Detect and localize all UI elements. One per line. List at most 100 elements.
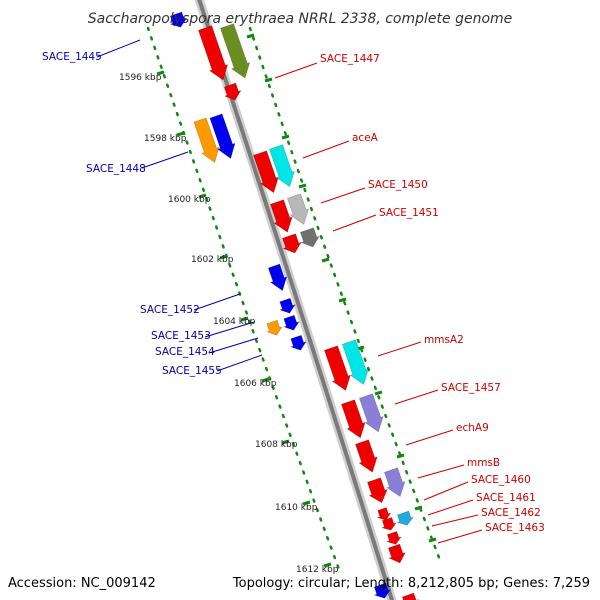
scale-tick-label: 1606 kbp [234,379,277,389]
scale-tick-label: 1596 kbp [119,73,162,83]
forward-ruler-tick [428,537,437,543]
cds-arrow[interactable] [367,477,388,504]
reverse-label-leader [141,151,189,169]
forward-ruler [248,26,442,562]
gene-label-forward[interactable]: mmsB [467,457,500,469]
forward-ruler-tick [321,257,330,263]
genome-backbone-core [197,0,394,600]
forward-label-leader [274,62,318,79]
reverse-label-leader [216,354,263,372]
gene-arrow[interactable] [396,510,415,526]
gene-arrow[interactable] [373,582,392,599]
gene-label-reverse[interactable]: SACE_1453 [151,330,211,342]
reverse-label-leader [208,337,259,354]
scale-tick [281,439,290,445]
forward-label-leader [405,429,454,446]
gene-arrow[interactable] [267,263,288,292]
scale-tick [219,254,228,260]
forward-label-leader [423,481,469,501]
cds-arrow[interactable] [386,531,402,545]
cds-arrow[interactable] [169,11,188,28]
scale-tick-label: 1602 kbp [191,255,234,265]
cds-arrow[interactable] [355,439,378,473]
gene-label-forward[interactable]: mmsA2 [424,334,464,346]
forward-label-leader [302,140,350,159]
gene-arrow[interactable] [279,297,296,314]
cds-arrow[interactable] [381,517,397,531]
forward-label-leader [320,187,366,204]
scale-tick [240,316,249,322]
forward-ruler-tick [338,297,347,303]
reverse-label-leader [96,39,141,58]
cds-arrow[interactable] [198,25,229,81]
gene-label-forward[interactable]: SACE_1463 [485,522,545,534]
gene-label-forward[interactable]: SACE_1451 [379,207,439,219]
gene-label-forward[interactable]: SACE_1462 [481,507,541,519]
forward-ruler-tick [264,77,273,83]
cds-arrow[interactable] [401,592,420,600]
gene-label-reverse[interactable]: SACE_1454 [155,346,215,358]
gene-arrow[interactable] [287,193,309,225]
forward-label-leader [417,464,465,479]
scale-tick [261,377,270,383]
gene-arrow[interactable] [269,144,295,188]
forward-ruler-tick [414,505,423,511]
reverse-label-leader [204,321,255,338]
forward-label-leader [437,529,483,544]
scale-tick-label: 1610 kbp [275,503,318,513]
gene-label-forward[interactable]: SACE_1457 [441,382,501,394]
forward-ruler-tick [281,134,290,140]
cds-arrow[interactable] [270,199,293,233]
gene-label-forward[interactable]: echA9 [456,422,489,434]
forward-label-leader [427,499,474,516]
genome-summary-text: Topology: circular; Length: 8,212,805 bp… [232,576,590,591]
scale-ruler [146,26,342,574]
gene-label-forward[interactable]: SACE_1450 [368,179,428,191]
forward-label-leader [394,389,439,405]
gene-label-reverse[interactable]: SACE_1455 [162,365,222,377]
scale-tick [156,70,165,76]
gene-label-forward[interactable]: SACE_1447 [320,53,380,65]
gene-arrow[interactable] [220,23,251,79]
rrna-arrow[interactable] [193,117,220,163]
forward-ruler-tick [396,453,405,459]
gene-label-forward[interactable]: SACE_1461 [476,492,536,504]
cds-arrow[interactable] [376,507,392,521]
scale-tick-label: 1604 kbp [213,317,256,327]
forward-label-leader [377,341,422,357]
forward-ruler-tick [374,390,383,396]
forward-label-leader [431,514,479,527]
gene-label-forward[interactable]: SACE_1460 [471,474,531,486]
cds-arrow[interactable] [253,150,279,194]
scale-tick [176,131,185,137]
scale-tick-label: 1600 kbp [168,195,211,205]
accession-text: Accession: NC_009142 [8,576,156,591]
map-title: Saccharopolyspora erythraea NRRL 2338, c… [88,11,513,27]
scale-tick-label: 1608 kbp [255,440,298,450]
gene-arrow[interactable] [283,314,300,331]
gene-label-reverse[interactable]: SACE_1445 [42,51,102,63]
gene-arrow[interactable] [209,113,236,159]
scale-tick [323,562,332,568]
gene-arrow[interactable] [384,467,406,497]
cds-arrow[interactable] [324,345,351,391]
cds-arrow[interactable] [223,82,242,101]
scale-tick [302,500,311,506]
forward-ruler-tick [246,33,255,39]
scale-tick [198,193,207,199]
reverse-label-leader [193,293,241,311]
gene-arrow[interactable] [342,339,369,385]
gene-arrow[interactable] [290,334,307,351]
cds-arrow[interactable] [387,543,406,564]
scale-tick-label: 1612 kbp [296,565,339,575]
gene-label-reverse[interactable]: SACE_1448 [86,163,146,175]
gene-label-forward[interactable]: aceA [352,132,379,144]
gene-label-reverse[interactable]: SACE_1452 [140,304,200,316]
gene-arrow[interactable] [359,393,384,433]
cds-arrow[interactable] [282,233,302,254]
cds-arrow[interactable] [341,399,366,439]
gene-arrow[interactable] [300,227,320,248]
forward-ruler-tick [298,183,307,189]
scale-tick-label: 1598 kbp [144,134,187,144]
rrna-arrow[interactable] [266,319,283,336]
